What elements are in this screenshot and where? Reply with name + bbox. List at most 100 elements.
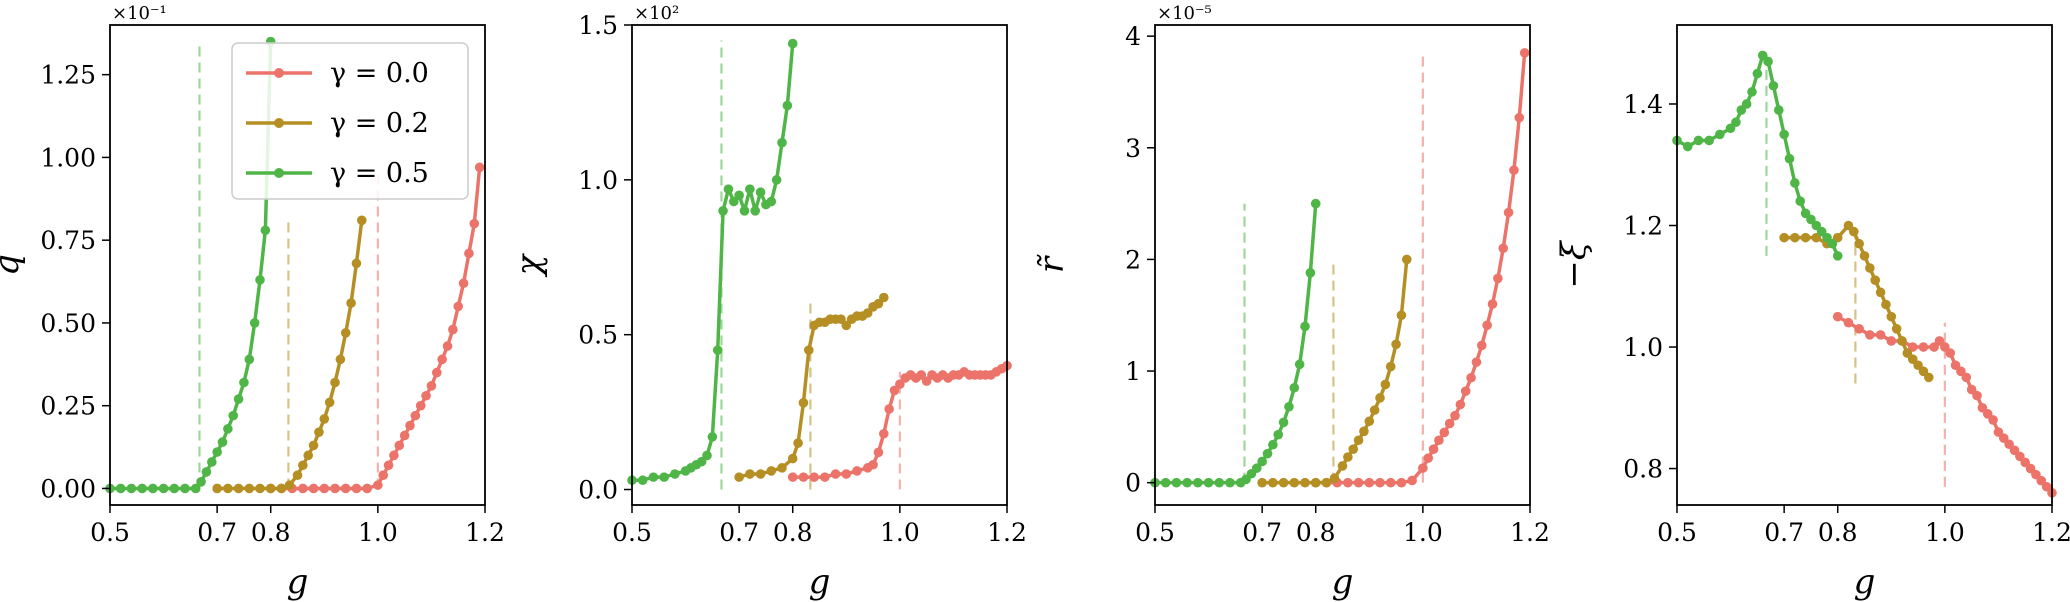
data-point [1482, 320, 1492, 331]
data-point [190, 483, 201, 494]
data-point [1401, 254, 1412, 265]
data-point [330, 377, 340, 388]
data-point [249, 318, 260, 328]
data-point [158, 483, 169, 494]
data-point [1466, 372, 1476, 383]
axes-frame [109, 24, 486, 506]
y-tick-label: 0.25 [40, 392, 96, 421]
data-point [1300, 477, 1310, 488]
data-point [1843, 317, 1854, 328]
data-point [1434, 435, 1444, 446]
data-point [1407, 475, 1417, 486]
x-tick-label: 1.2 [1510, 518, 1550, 547]
y-tick-label: 1.0 [578, 166, 618, 195]
y-axis-label: r̃ [1032, 253, 1072, 273]
data-point [1493, 273, 1503, 284]
data-point [1375, 477, 1385, 488]
data-point [777, 463, 787, 473]
data-point [330, 483, 340, 494]
axes-frame [1154, 24, 1531, 506]
data-point [1289, 382, 1300, 393]
data-point [1682, 141, 1693, 152]
series-line-3 [1155, 203, 1318, 485]
x-tick-label: 1.0 [1925, 518, 1965, 547]
data-point [1897, 336, 1907, 346]
data-point [115, 483, 126, 494]
data-point [1891, 323, 1902, 334]
data-point [1827, 238, 1838, 249]
x-axis-label: g [1854, 562, 1876, 602]
x-tick-label: 0.5 [612, 518, 652, 547]
data-point [233, 483, 244, 494]
data-point [836, 314, 846, 324]
data-point [1832, 251, 1843, 261]
data-point [745, 469, 755, 479]
data-point [734, 190, 744, 201]
data-point [1423, 453, 1434, 463]
data-point [244, 354, 255, 365]
data-point [1865, 330, 1875, 340]
y-tick-label: 0.0 [578, 476, 618, 505]
data-point [255, 483, 265, 494]
chart-panel-2: 0.5 0.7 0.8 1.0 1.2 0.0 0.5 1.0 1.5 ×10² g χ [509, 3, 1027, 602]
data-point [1886, 311, 1897, 322]
data-point [1752, 68, 1763, 79]
data-point [319, 483, 330, 494]
data-point [734, 472, 744, 482]
x-tick-label: 1.0 [880, 518, 920, 547]
data-point [1450, 410, 1460, 421]
data-point [787, 38, 798, 49]
data-point [1225, 477, 1235, 488]
y-tick-label: 1.2 [1623, 212, 1663, 241]
data-point [1875, 330, 1886, 340]
data-point [1391, 339, 1401, 350]
data-point [255, 275, 265, 285]
y-tick-label: 0.5 [578, 321, 618, 350]
data-point [1369, 405, 1380, 415]
data-point [1460, 386, 1471, 396]
data-point [1790, 232, 1800, 243]
data-point [1396, 310, 1407, 321]
data-point [728, 196, 739, 207]
data-point [421, 390, 431, 401]
data-point [878, 292, 889, 303]
data-point [1268, 439, 1278, 450]
data-point [1741, 99, 1752, 109]
data-point [803, 345, 814, 355]
data-point [755, 187, 766, 198]
data-point [782, 100, 793, 111]
x-tick-label: 1.2 [2032, 518, 2070, 547]
data-point [335, 354, 346, 365]
x-tick-label: 0.8 [773, 518, 813, 547]
data-point [324, 397, 335, 408]
data-point [916, 370, 927, 380]
data-point [1375, 393, 1385, 403]
y-multiplier: ×10⁻⁵ [1157, 3, 1212, 24]
x-tick-label: 0.8 [1296, 518, 1336, 547]
data-point [1359, 426, 1369, 437]
data-point [351, 258, 362, 269]
data-point [362, 483, 372, 494]
data-point [1693, 135, 1704, 146]
data-point [1160, 477, 1171, 488]
data-point [648, 472, 659, 482]
y-tick-label: 2 [1125, 245, 1141, 274]
y-tick-label: 1.00 [40, 143, 96, 172]
data-point [852, 466, 862, 476]
data-point [659, 472, 669, 482]
data-point [1364, 416, 1375, 427]
data-point [340, 483, 351, 494]
data-point [1337, 461, 1348, 471]
data-point [1747, 87, 1757, 97]
y-tick-label: 1.0 [1623, 333, 1663, 362]
data-point [453, 301, 464, 312]
data-point [394, 440, 405, 451]
data-point [1800, 232, 1811, 243]
data-point [1278, 417, 1289, 428]
data-point [1715, 129, 1725, 140]
data-point [206, 457, 217, 467]
data-point [1790, 178, 1800, 188]
data-point [223, 483, 233, 494]
data-point [1498, 243, 1509, 254]
data-point [1310, 198, 1321, 209]
